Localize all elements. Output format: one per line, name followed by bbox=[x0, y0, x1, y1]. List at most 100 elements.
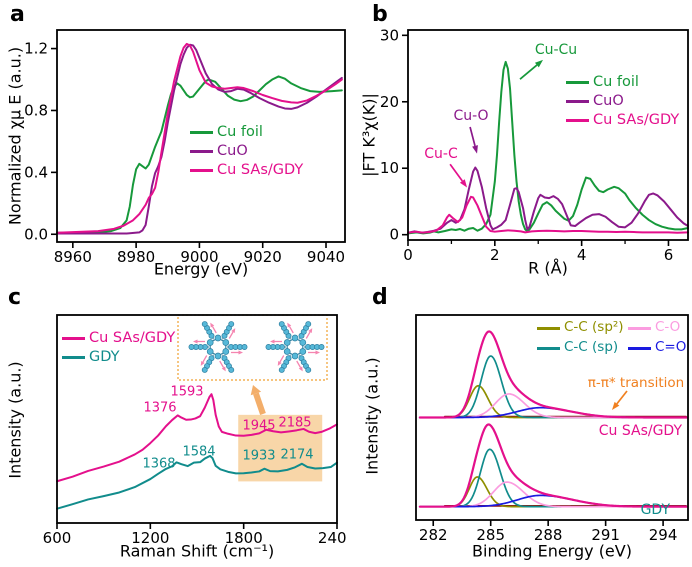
tick-label: 0 bbox=[403, 246, 413, 264]
tick-label: 2 bbox=[490, 246, 500, 264]
molecule-atom bbox=[265, 344, 272, 350]
tick-label: 8980 bbox=[117, 248, 155, 266]
annotation-arrowhead bbox=[534, 59, 544, 68]
legend-row-1: C-C (sp²) C-O bbox=[537, 318, 686, 338]
x-axis-label-d: Binding Energy (eV) bbox=[472, 541, 632, 561]
group-label-cu-sas-gdy: Cu SAs/GDY bbox=[598, 423, 682, 439]
molecule-atom bbox=[305, 321, 312, 328]
tick-label: 8960 bbox=[54, 248, 92, 266]
tick-label: 20 bbox=[380, 93, 399, 111]
molecule-atom bbox=[299, 348, 307, 355]
annotation-arrow bbox=[288, 326, 294, 334]
molecule-atom bbox=[305, 366, 312, 373]
molecule-atom bbox=[222, 339, 230, 346]
legend-label-cu-sas: Cu SAs/GDY bbox=[89, 330, 176, 347]
tick-label: 291 bbox=[591, 526, 620, 544]
annotation-arrow bbox=[219, 360, 225, 368]
annotation-cu-cu: Cu-Cu bbox=[534, 42, 578, 58]
legend-swatch-cc-sp bbox=[537, 346, 560, 350]
legend-swatch-cu-sas bbox=[190, 169, 213, 172]
series-cu-foil bbox=[56, 75, 343, 234]
annotation-arrowhead bbox=[298, 366, 303, 372]
legend-item-cu-sas: Cu SAs/GDY bbox=[62, 329, 175, 348]
molecule-atom bbox=[283, 339, 291, 346]
annotation-arrowhead bbox=[238, 350, 243, 355]
legend-swatch-c-o bbox=[628, 326, 651, 330]
molecule-atom bbox=[241, 344, 248, 350]
annotation-arrow bbox=[202, 355, 208, 363]
annotation-arrowhead bbox=[221, 366, 226, 372]
legend-panel-d: C-C (sp²) C-O C-C (sp) C=O bbox=[537, 318, 686, 358]
legend-label-cuo: CuO bbox=[593, 93, 624, 110]
panel-d-plot: 282 285 288 291 294 bbox=[415, 314, 689, 544]
plot-frame bbox=[407, 29, 689, 241]
annotation-arrow bbox=[519, 64, 538, 80]
legend-item-cuo: CuO bbox=[566, 92, 679, 111]
legend-panel-a: Cu foil CuO Cu SAs/GDY bbox=[190, 123, 303, 180]
annotation-arrowhead bbox=[459, 179, 468, 188]
tick-label: 600 bbox=[43, 529, 72, 547]
peak-label-1584: 1584 bbox=[182, 444, 216, 460]
envelope bbox=[418, 423, 688, 508]
annotation-arrow bbox=[211, 326, 217, 334]
legend-item-cu-foil: Cu foil bbox=[190, 123, 303, 142]
peak-label-2185: 2185 bbox=[278, 415, 312, 431]
legend-swatch-cu-foil bbox=[566, 81, 589, 84]
annotation-arrowhead bbox=[612, 401, 620, 410]
component-peak bbox=[418, 448, 688, 508]
legend-swatch-cu-sas bbox=[566, 119, 589, 122]
envelope bbox=[418, 330, 688, 419]
molecule-atom bbox=[201, 366, 208, 373]
annotation-arrowhead bbox=[287, 322, 292, 328]
series-cuo bbox=[56, 43, 343, 235]
series-cu-sas-gdy bbox=[407, 195, 689, 234]
tick-label: 1800 bbox=[225, 529, 263, 547]
panel-a-plot: 8960 8980 9000 9020 9040 0.0 0.4 0.8 1.2 bbox=[24, 29, 346, 266]
molecule-atom bbox=[291, 334, 299, 342]
panel-letter-c: c bbox=[8, 285, 22, 310]
legend-item-cu-foil: Cu foil bbox=[566, 73, 679, 92]
annotation-arrowhead bbox=[193, 339, 198, 344]
annotation-arrowhead bbox=[270, 339, 275, 344]
annotation-arrowhead bbox=[200, 361, 205, 366]
tick-label: 288 bbox=[534, 526, 563, 544]
plot-frame bbox=[415, 314, 689, 521]
annotation-arrow bbox=[279, 355, 285, 363]
legend-swatch-c-dbl-o bbox=[628, 346, 651, 350]
peak-label-1376: 1376 bbox=[143, 400, 177, 416]
peak-label-1593: 1593 bbox=[170, 384, 204, 400]
legend-item-cuo: CuO bbox=[190, 142, 303, 161]
y-axis-label-d: Intensity (a.u.) bbox=[362, 357, 382, 475]
panel-letter-d: d bbox=[372, 285, 388, 310]
series-gdy bbox=[56, 454, 338, 510]
annotation-arrowhead bbox=[250, 385, 262, 396]
tick-label: 2400 bbox=[318, 529, 346, 547]
tick-label: 0.0 bbox=[24, 225, 48, 243]
y-axis-label-c: Intensity (a.u.) bbox=[5, 361, 25, 479]
tick-label: 0.8 bbox=[24, 101, 48, 119]
tick-label: 0 bbox=[389, 226, 399, 244]
molecule-atom bbox=[318, 344, 325, 350]
molecule-atom bbox=[228, 366, 235, 373]
series-cu-sas-gdy bbox=[56, 42, 343, 234]
tick-label: 10 bbox=[380, 159, 399, 177]
molecule-atom bbox=[214, 352, 222, 360]
legend-label-cu-foil: Cu foil bbox=[217, 124, 263, 141]
tick-label: 6 bbox=[664, 246, 674, 264]
tick-label: 0.4 bbox=[24, 163, 48, 181]
legend-swatch-cuo bbox=[566, 100, 589, 103]
molecule-atom bbox=[201, 321, 208, 328]
x-axis-label-b: R (Å) bbox=[528, 258, 568, 278]
legend-item-cu-sas: Cu SAs/GDY bbox=[190, 161, 303, 180]
legend-swatch-cu-sas bbox=[62, 337, 85, 340]
annotation-arrowhead bbox=[315, 350, 320, 355]
annotation-arrowhead bbox=[210, 322, 215, 328]
legend-label-c-dbl-o: C=O bbox=[655, 339, 687, 356]
annotation-cu-o: Cu-O bbox=[453, 108, 489, 124]
molecule-atom bbox=[278, 366, 285, 373]
molecule-atom bbox=[299, 339, 307, 346]
annotation-arrow bbox=[228, 331, 234, 339]
molecule-atom bbox=[222, 348, 230, 355]
y-axis-label-a: Normalized χμ E (a.u.) bbox=[5, 46, 25, 226]
